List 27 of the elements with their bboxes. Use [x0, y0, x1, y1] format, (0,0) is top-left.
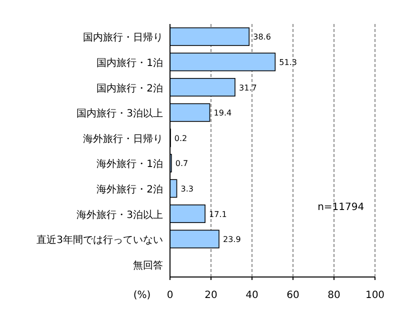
category-label: 無回答	[133, 260, 163, 272]
xlabel: (%)	[133, 290, 151, 301]
category-label: 国内旅行・日帰り	[83, 32, 163, 44]
xtick-label: 40	[246, 290, 258, 301]
xtick-label: 80	[328, 290, 340, 301]
category-label: 海外旅行・日帰り	[83, 134, 163, 145]
annotation: n=11794	[318, 202, 364, 213]
category-label: 直近3年間では行っていない	[36, 235, 163, 246]
xtick-label: 100	[365, 290, 385, 301]
category-label: 国内旅行・3泊以上	[76, 108, 163, 120]
category-label: 海外旅行・1泊	[96, 159, 163, 170]
value-label: 23.9	[223, 235, 241, 244]
xtick-label: 0	[166, 290, 174, 301]
category-label: 海外旅行・2泊	[96, 184, 163, 196]
value-label: 0.2	[174, 134, 188, 143]
value-label: 17.1	[209, 210, 227, 219]
value-label: 3.3	[180, 184, 194, 194]
xtick-label: 60	[286, 290, 300, 301]
category-label: 海外旅行・3泊以上	[76, 210, 163, 221]
xtick-label: 20	[204, 290, 218, 301]
category-label: 国内旅行・1泊	[96, 58, 163, 69]
value-label: 51.3	[279, 58, 297, 67]
value-label: 38.6	[253, 32, 271, 42]
category-label: 国内旅行・2泊	[96, 83, 163, 94]
value-label: 31.7	[238, 83, 257, 92]
value-label: 19.4	[214, 108, 232, 118]
value-label: 0.7	[175, 159, 188, 168]
